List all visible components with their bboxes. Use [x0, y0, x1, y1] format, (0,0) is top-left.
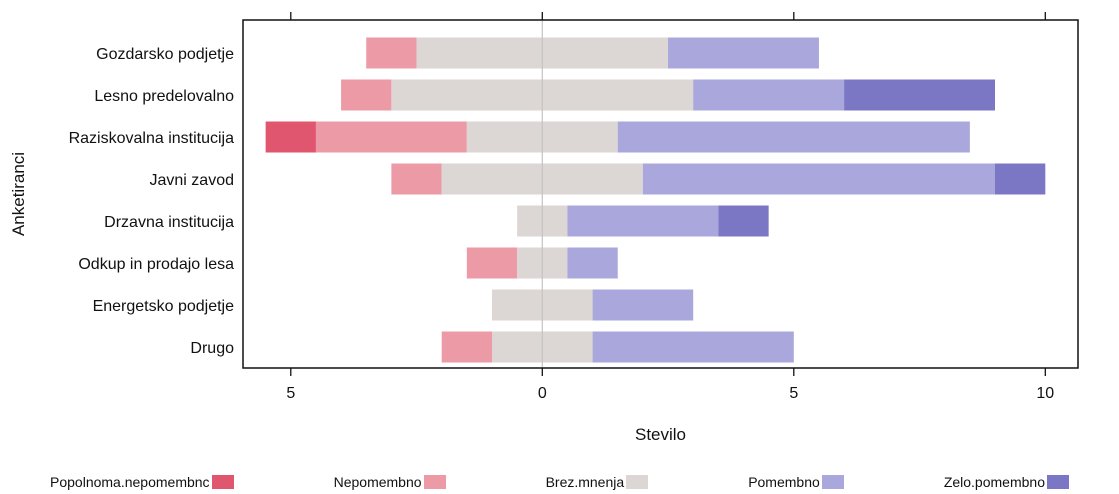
bars-layer: [265, 37, 1046, 363]
bar-segment: [592, 331, 794, 363]
bar-segment: [341, 79, 392, 111]
legend-label: Brez.mnenja: [545, 474, 625, 490]
legend-label: Zelo.pomembno: [943, 474, 1045, 490]
chart: Gozdarsko podjetje Lesno predelovalno Razi…: [9, 12, 1079, 444]
x-axis-title: Stevilo: [635, 425, 686, 444]
legend-item: Zelo.pomembno: [944, 474, 1069, 490]
category-label: Energetsko podjetje: [93, 298, 235, 315]
legend-item: Pomembno: [748, 474, 844, 490]
legend-swatch: [821, 475, 844, 489]
x-tick-label: 0: [538, 385, 547, 402]
x-axis: 5 0 5 10: [286, 12, 1054, 402]
x-tick-label: 5: [286, 385, 295, 402]
legend-label: Nepomembno: [333, 474, 422, 490]
legend-item: Nepomembno: [334, 474, 446, 490]
bar-segment: [315, 121, 467, 153]
bar-segment: [366, 37, 417, 69]
legend-swatch: [423, 475, 446, 489]
bar-segment: [995, 163, 1046, 195]
y-axis-title: Anketiranci: [9, 152, 28, 236]
bar-segment: [567, 205, 719, 237]
legend: Popolnoma.nepomembnc Nepomembno Brez.mnenj…: [0, 470, 1119, 494]
bar-segment: [265, 121, 316, 153]
bar-segment: [642, 163, 996, 195]
category-label: Drugo: [190, 340, 234, 357]
category-labels: Gozdarsko podjetje Lesno predelovalno Razi…: [69, 46, 235, 357]
bar-segment: [617, 121, 970, 153]
x-tick-label: 10: [1036, 385, 1054, 402]
legend-swatch: [1046, 475, 1069, 489]
legend-item: Brez.mnenja: [546, 474, 649, 490]
legend-item: Popolnoma.nepomembnc: [50, 474, 234, 490]
category-label: Javni zavod: [150, 172, 235, 189]
bar-segment: [567, 247, 618, 279]
bar-segment: [844, 79, 996, 111]
category-label: Odkup in prodajo lesa: [78, 256, 234, 273]
x-tick-label: 5: [789, 385, 798, 402]
bar-segment: [668, 37, 819, 69]
category-label: Raziskovalna institucija: [69, 130, 235, 147]
category-label: Gozdarsko podjetje: [96, 46, 234, 63]
bar-segment: [466, 247, 518, 279]
bar-segment: [693, 79, 845, 111]
legend-swatch: [211, 475, 234, 489]
legend-label: Pomembno: [748, 474, 820, 490]
legend-swatch: [626, 475, 649, 489]
bar-segment: [391, 163, 442, 195]
legend-label: Popolnoma.nepomembnc: [50, 474, 210, 490]
category-label: Lesno predelovalno: [94, 88, 234, 105]
bar-segment: [718, 205, 769, 237]
category-label: Drzavna institucija: [104, 214, 234, 231]
plot-frame: [242, 19, 1079, 369]
bar-segment: [441, 331, 492, 363]
bar-segment: [592, 289, 694, 321]
